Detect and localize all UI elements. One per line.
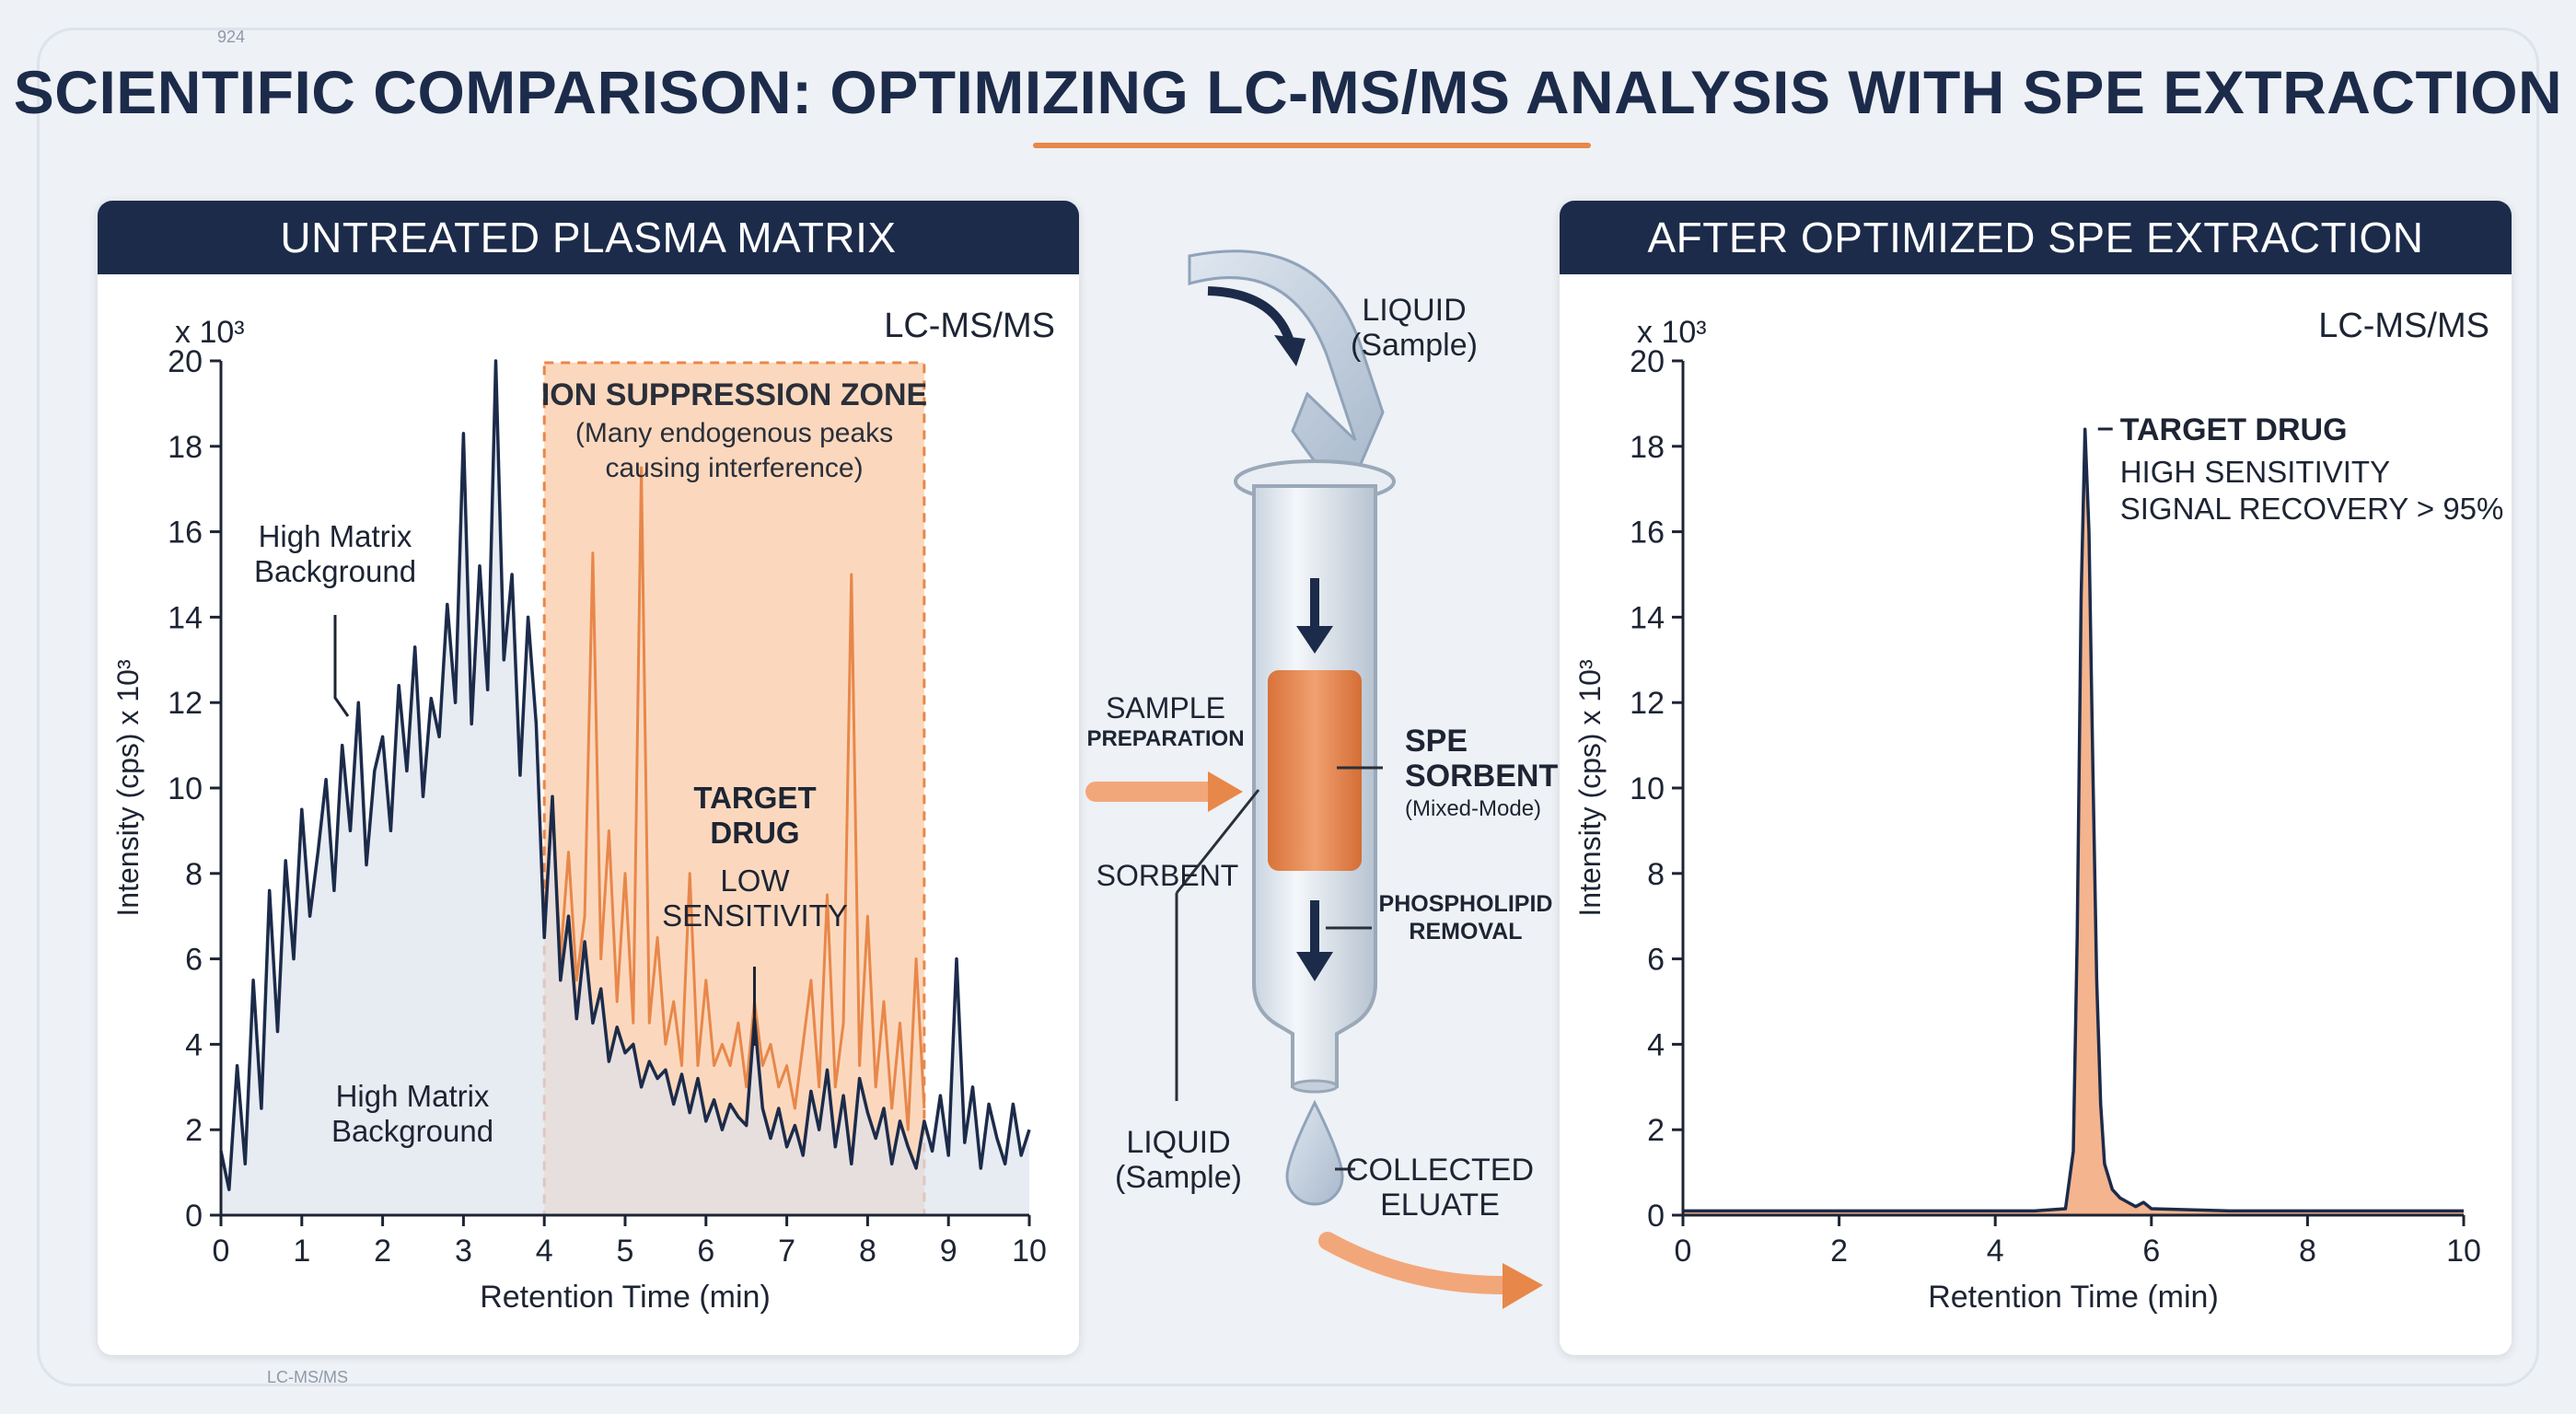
spe-panel-title: AFTER OPTIMIZED SPE EXTRACTION [1560,201,2512,274]
ion-suppression-title: ION SUPPRESSION ZONE [541,377,927,412]
y-tick-label: 8 [185,857,203,892]
untreated-panel-title: UNTREATED PLASMA MATRIX [98,201,1079,274]
corner-id-label: 924 [217,28,246,46]
x-tick-label: 0 [213,1234,230,1269]
page-title: SCIENTIFIC COMPARISON: OPTIMIZING LC-MS/… [13,58,2563,126]
x-axis-label: Retention Time (min) [1928,1280,2219,1315]
high-sensitivity-label: HIGH SENSITIVITY [2120,455,2390,489]
multiplier-label: x 10³ [1637,315,1707,350]
liquid-in-label: LIQUID [1362,293,1466,328]
outer-frame [37,28,2539,1386]
y-axis-label: Intensity (cps) x 10³ [111,659,145,917]
eluate-drop-icon [1285,1099,1344,1206]
matrix-background-area [221,361,1029,1215]
ion-suppression-subtitle: (Many endogenous peaks causing interferen… [575,418,893,483]
spe-label: SPE [1405,724,1468,759]
target-drug-label: TARGET DRUG [693,781,816,850]
y-tick-label: 8 [1647,857,1665,892]
instrument-label: LC-MS/MS [2318,307,2489,345]
untreated-signal-series [219,359,1031,1191]
y-tick-label: 18 [1630,430,1665,465]
footer-label: LC-MS/MS [267,1368,349,1386]
y-tick-label: 4 [185,1027,203,1062]
x-tick-label: 6 [697,1234,714,1269]
sample-prep-label: SAMPLE [1106,691,1225,724]
x-tick-label: 6 [2142,1234,2160,1269]
matrix-leader-line [333,615,350,717]
x-tick-label: 7 [778,1234,795,1269]
x-tick-label: 1 [293,1234,310,1269]
liquid-out-sub-label: (Sample) [1115,1160,1242,1195]
y-tick-label: 4 [1647,1027,1665,1062]
signal-recovery-label: SIGNAL RECOVERY > 95% [2120,492,2504,526]
eluate-arrow-icon [1318,1232,1521,1295]
y-tick-label: 10 [168,771,203,806]
y-tick-label: 2 [1647,1113,1665,1148]
matrix-background-upper: High Matrix Background [254,519,416,588]
y-tick-label: 14 [168,600,203,635]
y-tick-label: 18 [168,430,203,465]
liquid-stream-icon [1188,249,1385,479]
y-tick-label: 20 [1630,344,1665,379]
spe-signal-series [1683,427,2464,1213]
sorbent-label: SORBENT [1097,859,1239,892]
x-tick-label: 10 [2446,1234,2481,1269]
x-tick-label: 5 [617,1234,634,1269]
x-tick-label: 4 [536,1234,553,1269]
x-tick-label: 10 [1012,1234,1047,1269]
spe-cartridge-diagram: LIQUID (Sample) SAMPLE PREPARATION SORBE… [1085,249,1558,1309]
collected-label: COLLECTED [1346,1153,1534,1188]
x-tick-label: 4 [1987,1234,2004,1269]
instrument-label: LC-MS/MS [884,307,1055,345]
x-tick-label: 3 [455,1234,472,1269]
x-tick-label: 9 [940,1234,957,1269]
y-tick-label: 16 [1630,516,1665,551]
eluate-label: ELUATE [1380,1188,1500,1223]
y-tick-label: 6 [185,943,203,978]
x-tick-label: 2 [374,1234,391,1269]
target-drug-label: TARGET DRUG [2120,412,2348,447]
spe-panel: AFTER OPTIMIZED SPE EXTRACTION 0 2 4 6 8 10 0 2… [1560,201,2512,1355]
low-sensitivity-label: LOW SENSITIVITY [662,863,848,933]
y-tick-label: 2 [185,1113,203,1148]
y-tick-label: 10 [1630,771,1665,806]
x-tick-label: 2 [1830,1234,1848,1269]
y-axis-label: Intensity (cps) x 10³ [1573,659,1607,917]
x-tick-label: 8 [2299,1234,2316,1269]
preparation-label: PREPARATION [1086,726,1244,751]
title-underline [1033,143,1591,148]
liquid-out-label: LIQUID [1126,1125,1230,1160]
x-tick-label: 8 [859,1234,876,1269]
y-tick-label: 12 [1630,686,1665,721]
y-tick-label: 20 [168,344,203,379]
spe-sorbent-label: SORBENT [1405,759,1558,794]
y-tick-label: 0 [185,1199,203,1234]
removal-label: REMOVAL [1409,919,1522,945]
untreated-panel: UNTREATED PLASMA MATRIX 0 1 2 3 4 5 6 7 8 9 10 0 2 4 6… [98,201,1079,1355]
x-axis-label: Retention Time (min) [480,1280,771,1315]
y-tick-label: 12 [168,686,203,721]
mixed-mode-label: (Mixed-Mode) [1405,796,1541,821]
multiplier-label: x 10³ [175,315,245,350]
liquid-in-sub-label: (Sample) [1351,328,1478,363]
y-tick-label: 16 [168,516,203,551]
phospholipid-label: PHOSPHOLIPID [1379,891,1553,917]
flow-arrow-icon [1207,286,1294,341]
sorbent-bed-icon [1268,670,1362,871]
endogenous-peaks-series [542,466,926,1131]
y-tick-label: 14 [1630,600,1665,635]
matrix-background-lower: High Matrix Background [331,1079,493,1148]
y-tick-label: 6 [1647,943,1665,978]
y-tick-label: 0 [1647,1199,1665,1234]
x-tick-label: 0 [1675,1234,1692,1269]
